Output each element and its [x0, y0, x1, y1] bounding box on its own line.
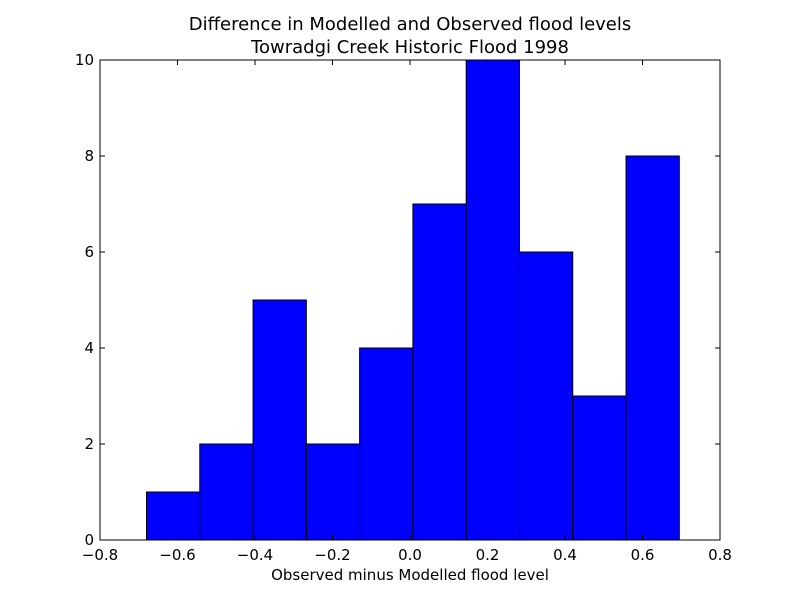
- histogram-bar: [146, 491, 201, 541]
- y-tick-label: 6: [84, 243, 94, 261]
- histogram-bar: [305, 443, 361, 541]
- y-tick-label: 10: [75, 51, 94, 69]
- x-tick-label: −0.4: [237, 546, 273, 564]
- ticks-group: −0.8 −0.6 −0.4 −0.2 0.0 0.2 0.4 0.6 0.8 0 2 4 6 8 10: [75, 51, 732, 564]
- x-tick-label: 0.6: [631, 546, 655, 564]
- histogram-bar: [625, 155, 680, 541]
- chart-subtitle: Towradgi Creek Historic Flood 1998: [250, 37, 569, 58]
- histogram-bar: [199, 443, 254, 541]
- histogram-bar: [518, 251, 574, 541]
- plot-frame: [99, 59, 721, 541]
- y-tick-label: 4: [84, 339, 94, 357]
- histogram-bar: [359, 347, 414, 541]
- histogram-bar: [412, 203, 467, 541]
- histogram-bar: [252, 299, 307, 541]
- histogram-bar: [572, 395, 627, 541]
- histogram-bar: [465, 59, 520, 541]
- y-tick-label: 2: [84, 435, 94, 453]
- bars-group: [146, 59, 680, 541]
- x-tick-label: 0.2: [476, 546, 500, 564]
- x-tick-label: −0.8: [82, 546, 118, 564]
- x-tick-label: −0.6: [159, 546, 195, 564]
- x-axis-label: Observed minus Modelled flood level: [271, 566, 549, 584]
- x-tick-label: 0.4: [553, 546, 577, 564]
- y-tick-label: 8: [84, 147, 94, 165]
- x-tick-label: 0.8: [708, 546, 732, 564]
- x-tick-label: 0.0: [398, 546, 422, 564]
- chart-title: Difference in Modelled and Observed floo…: [189, 14, 632, 35]
- x-tick-label: −0.2: [314, 546, 350, 564]
- y-tick-label: 0: [84, 531, 94, 549]
